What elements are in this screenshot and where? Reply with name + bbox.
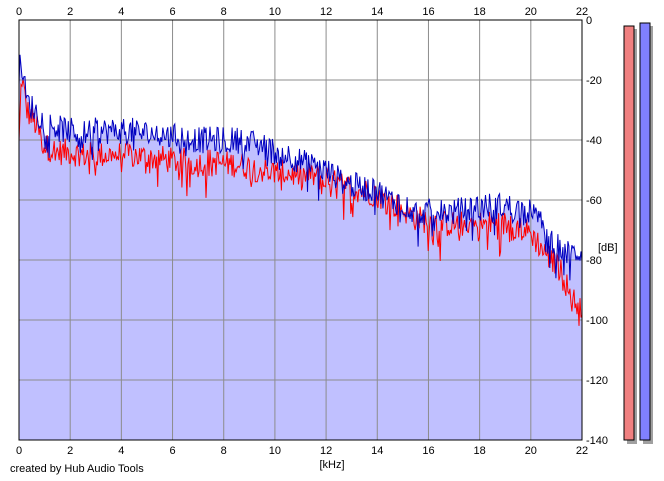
- y-tick-label: -80: [586, 255, 602, 267]
- spectrum-fill: [19, 54, 582, 441]
- series-line-2: [18, 54, 583, 281]
- y-tick-label: -100: [586, 315, 608, 327]
- y-tick-label: -120: [586, 375, 608, 387]
- x-tick-label: 10: [269, 445, 281, 457]
- x-tick-label: 10: [269, 6, 281, 18]
- x-tick-label: 16: [422, 445, 434, 457]
- x-tick-label: 18: [474, 6, 486, 18]
- x-tick-label: 22: [576, 6, 588, 18]
- x-tick-label: 20: [525, 6, 537, 18]
- x-tick-label: 0: [16, 6, 22, 18]
- x-tick-label: 2: [67, 445, 73, 457]
- x-tick-label: 2: [67, 6, 73, 18]
- x-tick-label: 4: [118, 6, 124, 18]
- x-tick-label: 4: [118, 445, 124, 457]
- x-tick-label: 6: [169, 445, 175, 457]
- x-tick-label: 14: [371, 445, 383, 457]
- y-tick-label: -60: [586, 195, 602, 207]
- x-tick-label: 12: [320, 445, 332, 457]
- x-tick-label: 22: [576, 445, 588, 457]
- x-tick-label: 8: [221, 6, 227, 18]
- y-tick-labels: 0 -20 -40 -60 -80 -100 -120 -140: [586, 15, 608, 447]
- x-axis-label: [kHz]: [319, 459, 344, 471]
- x-tick-label: 20: [525, 445, 537, 457]
- credit-text: created by Hub Audio Tools: [10, 463, 144, 475]
- x-tick-label: 12: [320, 6, 332, 18]
- x-tick-label: 16: [422, 6, 434, 18]
- plot-border: [18, 19, 583, 441]
- plot-frame: [18, 19, 583, 441]
- y-axis-label: [dB]: [598, 242, 618, 254]
- x-tick-labels-top: 0 2 4 6 8 10 12 14 16 18 20 22: [16, 6, 588, 18]
- y-tick-label: -40: [586, 135, 602, 147]
- x-tick-label: 6: [169, 6, 175, 18]
- x-tick-label: 0: [16, 445, 22, 457]
- x-tick-label: 18: [474, 445, 486, 457]
- series-lines: [18, 54, 583, 326]
- x-tick-label: 14: [371, 6, 383, 18]
- y-tick-label: -140: [586, 435, 608, 447]
- level-bar: [639, 22, 651, 441]
- y-tick-label: -20: [586, 75, 602, 87]
- y-tick-label: 0: [586, 15, 592, 27]
- level-meters: [623, 22, 653, 444]
- x-tick-label: 8: [221, 445, 227, 457]
- level-bar: [623, 25, 635, 441]
- x-tick-labels-bottom: 0 2 4 6 8 10 12 14 16 18 20 22: [16, 445, 588, 457]
